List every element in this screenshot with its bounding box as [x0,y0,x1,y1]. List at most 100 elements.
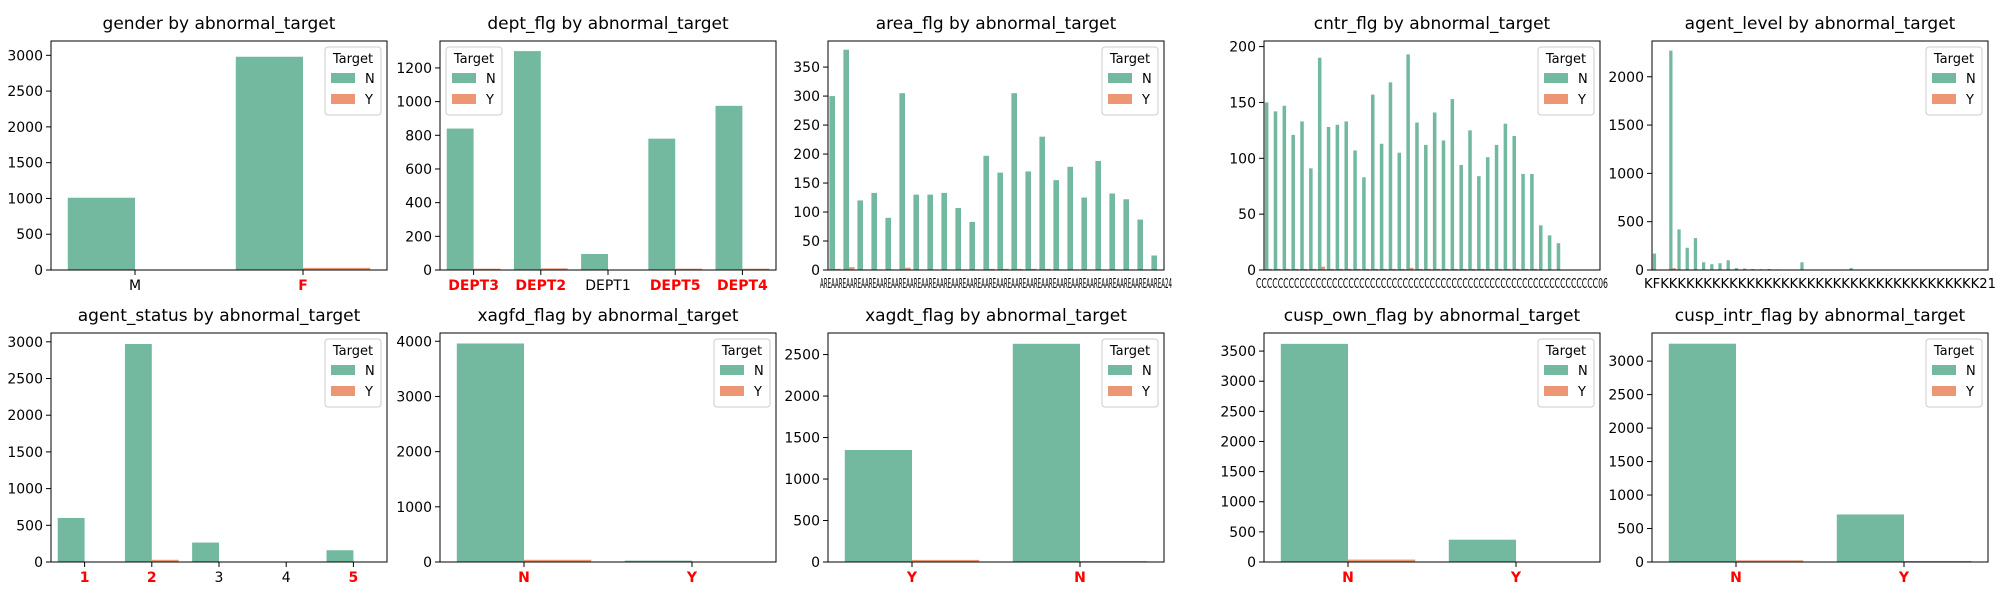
y-tick-label: 1000 [1608,488,1644,504]
subplot-3: area_flg by abnormal_target 0 50 100 150 200 2… [793,14,1172,292]
bar-N [1039,136,1045,270]
subplot-title: gender by abnormal_target [103,14,336,34]
legend-label-Y: Y [1141,93,1150,108]
bar-N [326,550,354,562]
bar-N [1424,144,1428,270]
bar-N [1734,268,1739,270]
bar-Y [1268,268,1272,270]
y-tick-label: 3500 [1220,344,1256,360]
subplot-8: xagdt_flag by abnormal_target 0 500 1000 150… [784,306,1165,586]
legend-swatch-Y [452,94,476,104]
legend-label-N: N [1142,364,1152,379]
bar-Y [151,559,179,562]
bar-Y [1356,268,1361,270]
bar-N [1448,539,1516,562]
bar-N [1326,127,1331,270]
bar-N [67,197,135,270]
bar-Y [1348,559,1416,562]
y-tick-label: 50 [1238,207,1256,223]
bar-N [1123,199,1129,270]
bar-N [1726,260,1730,270]
legend-label-Y: Y [753,385,762,400]
bar-N [844,449,912,562]
subplot-title: area_flg by abnormal_target [876,14,1117,34]
bar-Y [989,268,995,270]
bar-Y [1003,268,1009,270]
y-tick-label: 0 [1635,555,1644,571]
legend-label-N: N [365,364,375,379]
legend-label-Y: Y [364,93,373,108]
bar-N [1530,173,1534,270]
bar-N [1494,144,1499,270]
y-tick-label: 200 [405,229,432,245]
bar-N [1521,173,1525,270]
y-tick-label: 0 [1635,263,1644,279]
bar-N [1397,152,1402,270]
subplot-9: cusp_own_flag by abnormal_target 0 500 1000… [1220,306,1601,586]
y-tick-label: 0 [811,263,820,279]
bar-N [983,155,989,270]
bar-N [1362,177,1366,270]
y-tick-label: 1000 [1220,495,1256,511]
y-tick-label: 500 [16,227,43,243]
bar-Y [742,268,770,270]
y-tick-label: 1000 [396,500,432,516]
y-tick-label: 1000 [7,482,43,498]
y-tick-label: 0 [1247,263,1256,279]
bar-N [1693,238,1698,270]
bar-N [1012,343,1080,562]
bar-Y [1365,268,1370,270]
legend-label-Y: Y [1965,385,1974,400]
y-tick-label: 3000 [7,48,43,64]
bar-N [1468,130,1472,270]
axes-frame [827,332,1165,563]
bar-N [1512,135,1516,270]
legend-title: Target [1933,52,1974,67]
bar-N [648,138,676,270]
y-tick-label: 2500 [7,372,43,388]
subplot-title: xagfd_flag by abnormal_target [477,306,738,326]
bar-N [446,128,474,270]
bar-N [1151,255,1157,270]
bar-Y [1524,268,1529,270]
legend: Target NY [445,46,503,116]
legend-swatch-Y [720,386,744,396]
legend-title: Target [1109,52,1150,67]
bar-N [1477,176,1481,270]
x-tick-label: F [298,278,308,294]
y-tick-label: 3000 [1220,374,1256,390]
axes-frame [439,332,777,563]
y-tick-label: 1000 [1608,166,1644,182]
bar-N [1280,343,1348,562]
bar-N [1273,111,1278,270]
legend-label-Y: Y [1577,385,1586,400]
bar-Y [849,267,855,270]
bar-N [1353,150,1357,270]
bar-Y [1489,268,1494,270]
y-tick-label: 500 [16,518,43,534]
axes-frame [827,40,1165,271]
y-tick-label: 1500 [7,156,43,172]
legend-title: Target [453,52,494,67]
axes-frame [1651,40,1989,271]
subplot-title: agent_level by abnormal_target [1685,14,1956,34]
bar-Y [1303,268,1308,270]
y-tick-label: 500 [1617,215,1644,231]
bar-Y [1480,268,1485,270]
legend: Target NY [1537,46,1595,116]
y-tick-label: 0 [423,555,432,571]
x-tick-label: Y [1510,570,1522,586]
y-tick-label: 2500 [784,348,820,364]
legend-swatch-Y [1932,386,1956,396]
bar-Y [1286,268,1290,270]
y-tick-label: 1200 [396,61,432,77]
legend-label-Y: Y [485,93,494,108]
bar-N [1282,105,1287,270]
bar-Y [473,268,501,270]
bar-Y [675,268,703,270]
y-tick-label: 600 [405,162,432,178]
bar-Y [1017,268,1023,270]
legend-label-N: N [1578,72,1588,87]
bar-Y [1736,560,1804,562]
bar-N [1701,262,1706,270]
